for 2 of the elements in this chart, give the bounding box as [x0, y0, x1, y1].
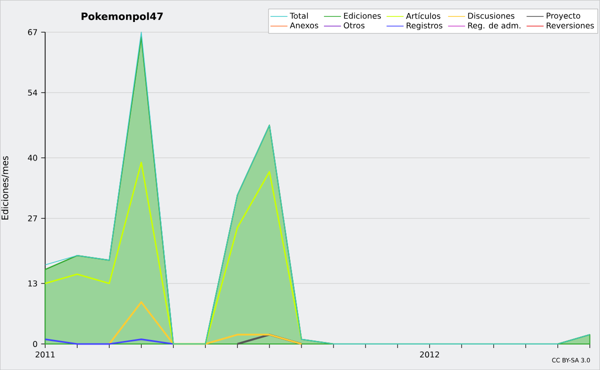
chart-title: Pokemonpol47: [82, 12, 163, 22]
y-axis-title: Ediciones/mes: [1, 156, 9, 220]
